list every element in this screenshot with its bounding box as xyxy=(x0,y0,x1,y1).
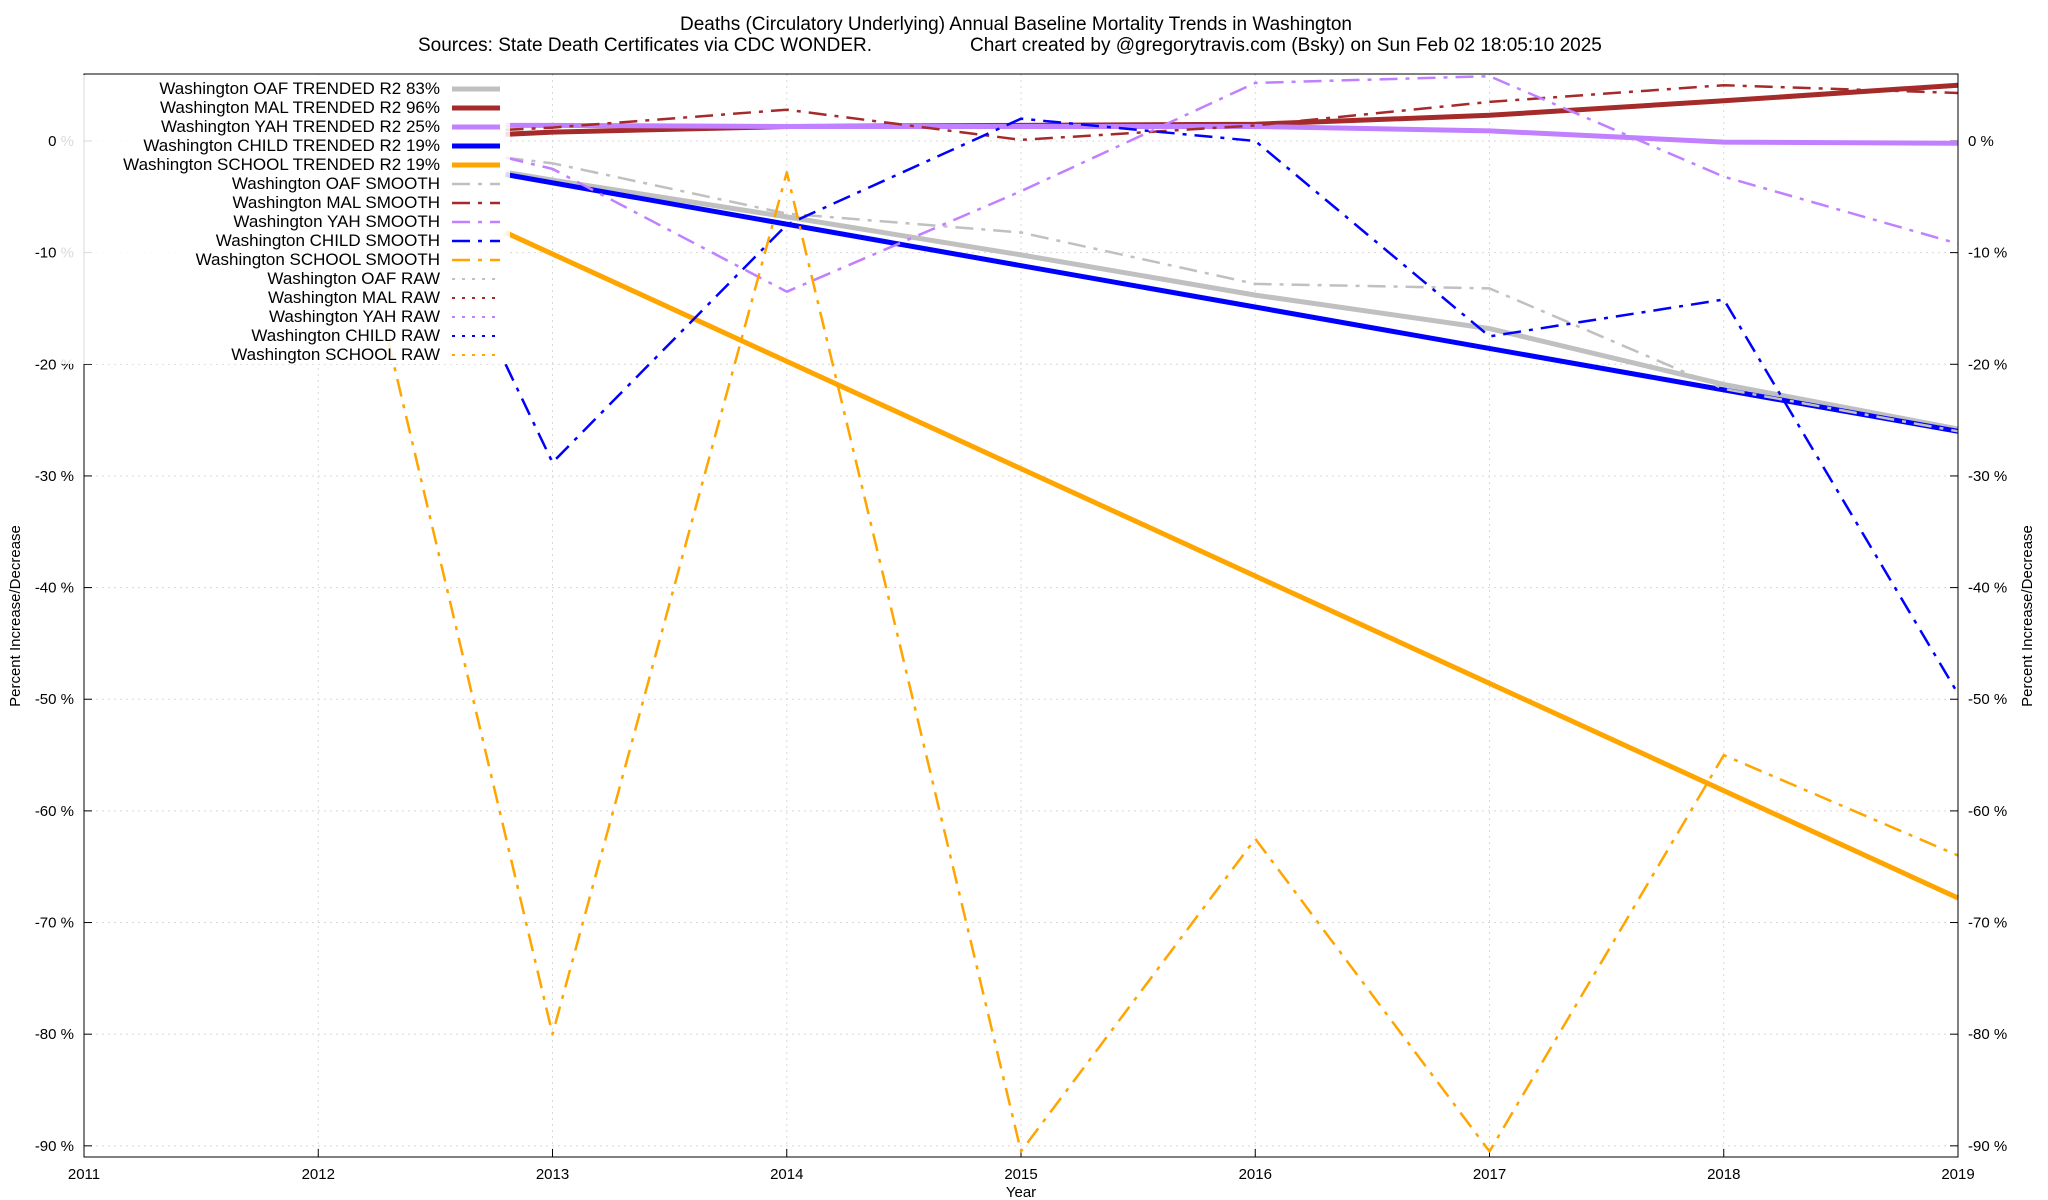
legend-label: Washington SCHOOL RAW xyxy=(231,345,440,364)
y-tick-label-right: 0 % xyxy=(1968,133,1994,150)
legend-label: Washington MAL TRENDED R2 96% xyxy=(160,98,440,117)
plot-border xyxy=(83,73,1959,1158)
x-tick-label: 2014 xyxy=(770,1166,803,1183)
y-tick-label-left: -80 % xyxy=(35,1026,74,1043)
chart-subtitle-left: Sources: State Death Certificates via CD… xyxy=(418,35,872,56)
y-tick-label-right: -60 % xyxy=(1968,803,2007,820)
y-tick-label-left: -90 % xyxy=(35,1138,74,1155)
series-line xyxy=(504,230,1960,901)
legend-label: Washington MAL RAW xyxy=(268,288,440,307)
x-tick-label: 2018 xyxy=(1707,1166,1740,1183)
y-tick-label-left: -50 % xyxy=(35,691,74,708)
legend-label: Washington OAF TRENDED R2 83% xyxy=(159,79,440,98)
series-line xyxy=(505,83,1959,142)
y-tick-label-left: -70 % xyxy=(35,915,74,932)
x-axis-label: Year xyxy=(1006,1184,1036,1200)
y-tick-label-right: -80 % xyxy=(1968,1026,2007,1043)
x-tick-label: 2016 xyxy=(1239,1166,1272,1183)
y-tick-label-right: -70 % xyxy=(1968,915,2007,932)
x-tick-label: 2011 xyxy=(68,1166,100,1183)
series-line xyxy=(505,169,1959,432)
x-tick-label: 2017 xyxy=(1473,1166,1506,1183)
legend-label: Washington OAF SMOOTH xyxy=(232,174,440,193)
series-line xyxy=(505,172,1959,434)
legend-label: Washington CHILD SMOOTH xyxy=(216,231,440,250)
legend-label: Washington MAL SMOOTH xyxy=(232,193,440,212)
y-tick-label-left: -30 % xyxy=(35,468,74,485)
y-tick-label-right: -10 % xyxy=(1968,245,2007,262)
y-axis-label-left: Percent Increase/Decrease xyxy=(7,525,24,707)
y-tick-label-right: -20 % xyxy=(1968,356,2007,373)
x-tick-label: 2013 xyxy=(536,1166,569,1183)
series-line xyxy=(505,74,1959,293)
plot-area xyxy=(387,74,1960,1153)
y-tick-label-left: -40 % xyxy=(35,580,74,597)
chart-subtitle-right: Chart created by @gregorytravis.com (Bsk… xyxy=(970,35,1602,56)
x-tick-label: 2015 xyxy=(1004,1166,1037,1183)
legend-label: Washington YAH RAW xyxy=(269,307,440,326)
legend-label: Washington SCHOOL TRENDED R2 19% xyxy=(123,155,440,174)
series-line xyxy=(504,117,1960,695)
chart-title: Deaths (Circulatory Underlying) Annual B… xyxy=(680,14,1352,35)
legend-label: Washington CHILD TRENDED R2 19% xyxy=(143,136,440,155)
x-tick-label: 2019 xyxy=(1941,1166,1974,1183)
legend-label: Washington YAH SMOOTH xyxy=(233,212,440,231)
y-tick-label-right: -30 % xyxy=(1968,468,2007,485)
y-tick-label-right: -40 % xyxy=(1968,580,2007,597)
y-axis-label-right: Percent Increase/Decrease xyxy=(2019,525,2036,707)
legend-label: Washington YAH TRENDED R2 25% xyxy=(161,117,440,136)
series-line xyxy=(505,156,1959,433)
y-tick-label-right: -90 % xyxy=(1968,1138,2007,1155)
x-tick-label: 2012 xyxy=(302,1166,335,1183)
series-line xyxy=(387,171,1959,1153)
legend: Washington OAF TRENDED R2 83%Washington … xyxy=(60,75,510,364)
y-tick-label-right: -50 % xyxy=(1968,691,2007,708)
legend-label: Washington OAF RAW xyxy=(267,269,440,288)
y-tick-label-left: -60 % xyxy=(35,803,74,820)
legend-label: Washington SCHOOL SMOOTH xyxy=(196,250,440,269)
legend-label: Washington CHILD RAW xyxy=(251,326,440,345)
legend-background xyxy=(60,75,510,364)
